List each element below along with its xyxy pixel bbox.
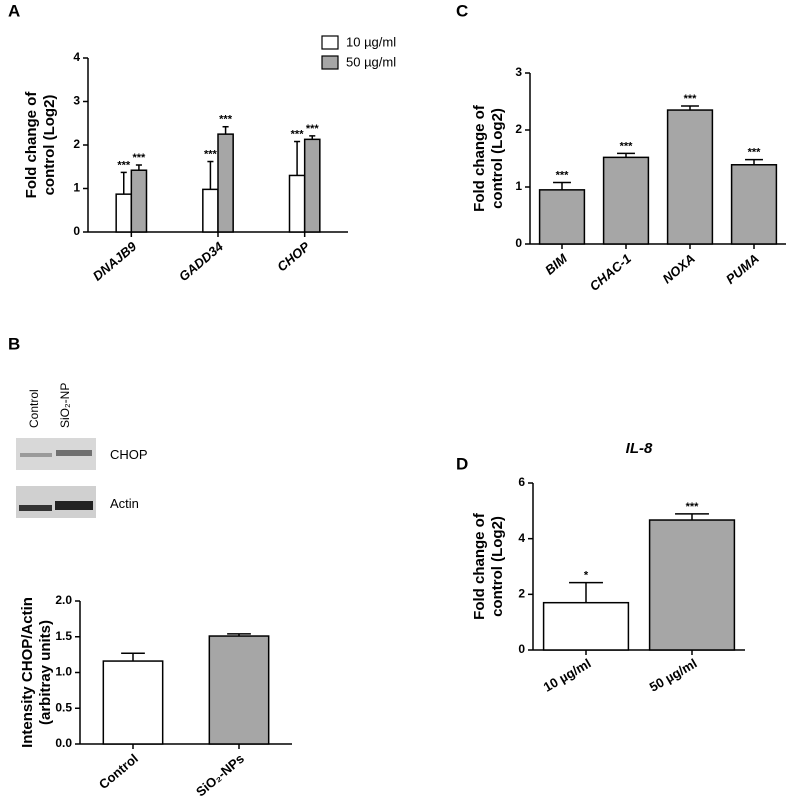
blot-band bbox=[56, 450, 92, 456]
bar bbox=[730, 164, 778, 245]
y-tick-label: 0.0 bbox=[55, 736, 72, 750]
y-tick-label: 4 bbox=[73, 50, 80, 64]
y-axis-label-line: Intensity CHOP/Actin bbox=[19, 597, 36, 748]
row-label: Actin bbox=[110, 496, 139, 511]
significance-label: *** bbox=[132, 152, 146, 164]
lane-label: SiO₂-NP bbox=[58, 383, 72, 428]
y-axis-label-line: Fold change of bbox=[471, 104, 488, 212]
x-tick-label: Control bbox=[96, 751, 141, 792]
chart-title: IL-8 bbox=[626, 440, 653, 457]
legend-label: 10 µg/ml bbox=[346, 34, 396, 49]
significance-label: *** bbox=[686, 501, 700, 513]
y-tick-label: 4 bbox=[518, 531, 525, 545]
bar bbox=[130, 169, 148, 233]
significance-label: *** bbox=[219, 114, 233, 126]
row-label: CHOP bbox=[110, 447, 148, 462]
significance-label: *** bbox=[291, 129, 305, 141]
x-tick-label: DNAJB9 bbox=[90, 238, 140, 283]
significance-label: *** bbox=[204, 149, 218, 161]
x-tick-label: 10 µg/ml bbox=[541, 656, 594, 695]
bar bbox=[102, 660, 164, 745]
y-tick-label: 6 bbox=[518, 475, 525, 489]
y-tick-label: 0.5 bbox=[55, 700, 72, 714]
x-tick-label: PUMA bbox=[723, 251, 762, 287]
y-tick-label: 0 bbox=[515, 236, 522, 250]
bar bbox=[538, 189, 586, 245]
bar bbox=[602, 156, 650, 245]
bar bbox=[115, 193, 133, 233]
y-tick-label: 2 bbox=[73, 137, 80, 151]
legend-swatch bbox=[321, 35, 339, 50]
y-axis-label: Fold change ofcontrol (Log2) bbox=[23, 91, 58, 199]
panel-label: A bbox=[8, 1, 20, 20]
y-tick-label: 1 bbox=[515, 179, 522, 193]
significance-label: *** bbox=[306, 123, 320, 135]
legend-swatch bbox=[321, 55, 339, 70]
bar bbox=[542, 601, 630, 651]
lane-label: Control bbox=[27, 389, 41, 428]
y-axis-label-line: control (Log2) bbox=[41, 95, 58, 196]
bar bbox=[217, 133, 234, 233]
significance-label: *** bbox=[748, 147, 762, 159]
y-tick-label: 2 bbox=[518, 587, 525, 601]
x-tick-label: SiO₂-NPs bbox=[193, 751, 247, 800]
blot-band bbox=[20, 453, 52, 457]
bar bbox=[288, 174, 306, 233]
y-axis-label-line: Fold change of bbox=[23, 91, 40, 199]
panel-label: D bbox=[456, 454, 468, 473]
y-tick-label: 1.0 bbox=[55, 665, 72, 679]
x-tick-label: NOXA bbox=[660, 251, 698, 287]
y-axis-label-line: (arbitray units) bbox=[37, 620, 54, 725]
y-axis-label: Fold change ofcontrol (Log2) bbox=[471, 512, 506, 620]
blot-band bbox=[19, 505, 52, 511]
x-tick-label: GADD34 bbox=[176, 238, 227, 284]
y-tick-label: 2 bbox=[515, 122, 522, 136]
y-tick-label: 0 bbox=[518, 642, 525, 656]
significance-label: *** bbox=[117, 159, 131, 171]
significance-label: * bbox=[584, 570, 589, 582]
x-tick-label: CHAC-1 bbox=[587, 251, 634, 294]
x-tick-label: BIM bbox=[542, 250, 571, 278]
y-axis-label-line: Fold change of bbox=[471, 512, 488, 620]
y-tick-label: 0 bbox=[73, 224, 80, 238]
panel-label: B bbox=[8, 334, 20, 353]
y-tick-label: 1 bbox=[73, 181, 80, 195]
panel-label: C bbox=[456, 1, 468, 20]
significance-label: *** bbox=[684, 93, 698, 105]
bar bbox=[202, 188, 219, 233]
x-tick-label: CHOP bbox=[274, 239, 313, 275]
y-tick-label: 3 bbox=[515, 65, 522, 79]
y-axis-label: Intensity CHOP/Actin(arbitray units) bbox=[19, 597, 54, 748]
significance-label: *** bbox=[620, 140, 634, 152]
bar bbox=[648, 519, 736, 651]
y-tick-label: 1.5 bbox=[55, 629, 72, 643]
x-tick-label: 50 µg/ml bbox=[647, 656, 700, 695]
y-axis-label: Fold change ofcontrol (Log2) bbox=[471, 104, 506, 212]
y-axis-label-line: control (Log2) bbox=[489, 108, 506, 209]
legend-label: 50 µg/ml bbox=[346, 54, 396, 69]
y-tick-label: 3 bbox=[73, 94, 80, 108]
y-axis-label-line: control (Log2) bbox=[489, 516, 506, 617]
bar bbox=[666, 109, 714, 245]
y-tick-label: 2.0 bbox=[55, 593, 72, 607]
significance-label: *** bbox=[556, 169, 570, 181]
bar bbox=[208, 635, 270, 745]
bar bbox=[303, 138, 321, 233]
blot-band bbox=[55, 501, 93, 510]
western-blot: Control SiO₂-NP CHOP Actin bbox=[16, 383, 148, 518]
